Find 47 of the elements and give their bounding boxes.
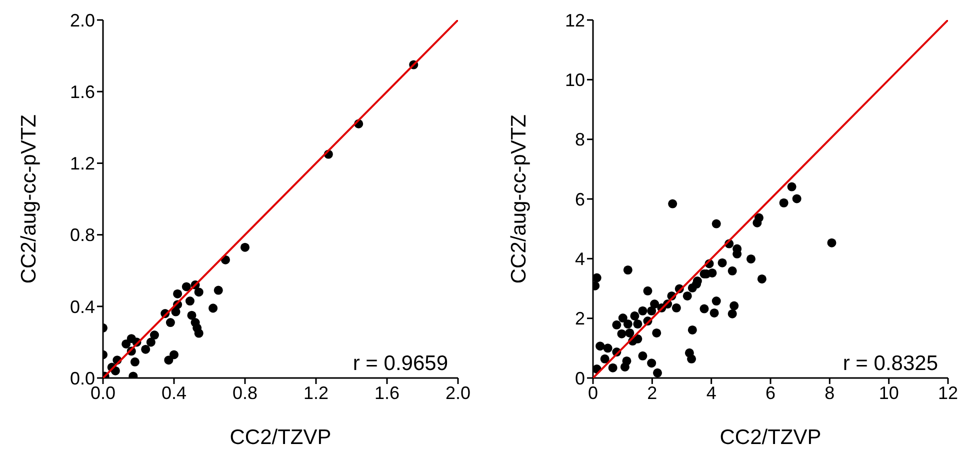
point — [214, 286, 223, 295]
point — [166, 318, 175, 328]
y-tick-label: 2.0 — [70, 10, 95, 30]
x-tick-label: 10 — [878, 382, 899, 403]
x-axis-title: CC2/TZVP — [720, 426, 822, 449]
x-tick-label: 6 — [765, 382, 776, 403]
y-tick-label: 8 — [574, 130, 585, 150]
y-tick-label: 0.8 — [70, 225, 95, 246]
point — [182, 282, 191, 292]
y-tick-label: 0.4 — [70, 296, 95, 317]
y-tick-label: 2 — [574, 308, 585, 329]
x-tick-label: 1.2 — [303, 382, 329, 403]
x-tick-label: 12 — [938, 382, 958, 403]
point — [194, 288, 204, 297]
y-tick-label: 6 — [574, 189, 585, 210]
x-axis-title: CC2/TZVP — [230, 426, 332, 449]
point — [173, 289, 182, 298]
x-tick-label: 2.0 — [445, 382, 471, 403]
point — [240, 242, 250, 252]
y-tick-label: 4 — [574, 249, 585, 270]
point — [169, 350, 179, 360]
x-tick-label: 0.4 — [161, 382, 187, 403]
x-tick-label: 0 — [588, 382, 598, 403]
annotation: r = 0.8325 — [842, 352, 938, 376]
point — [194, 328, 204, 338]
y-tick-label: 12 — [564, 10, 585, 30]
annotation: r = 0.9659 — [352, 352, 448, 376]
point — [150, 330, 159, 340]
point — [122, 339, 131, 348]
x-tick-label: 1.6 — [374, 382, 400, 403]
x-tick-label: 2 — [647, 382, 658, 403]
y-tick-label: 1.2 — [70, 154, 95, 174]
point — [146, 338, 156, 347]
point — [185, 296, 194, 306]
point — [208, 304, 218, 313]
y-tick-label: 1.6 — [70, 82, 95, 102]
x-tick-label: 0.8 — [232, 382, 258, 403]
x-tick-label: 8 — [824, 382, 835, 403]
point — [164, 356, 174, 365]
point — [130, 357, 140, 366]
point — [141, 344, 150, 354]
y-tick-label: 10 — [564, 70, 585, 90]
y-axis-title: CC2/aug-cc-pVTZ — [17, 114, 40, 284]
point — [187, 310, 196, 320]
y-axis-title: CC2/aug-cc-pVTZ — [507, 114, 530, 284]
x-tick-label: 4 — [706, 382, 716, 403]
y-tick-label: 0 — [574, 368, 585, 388]
